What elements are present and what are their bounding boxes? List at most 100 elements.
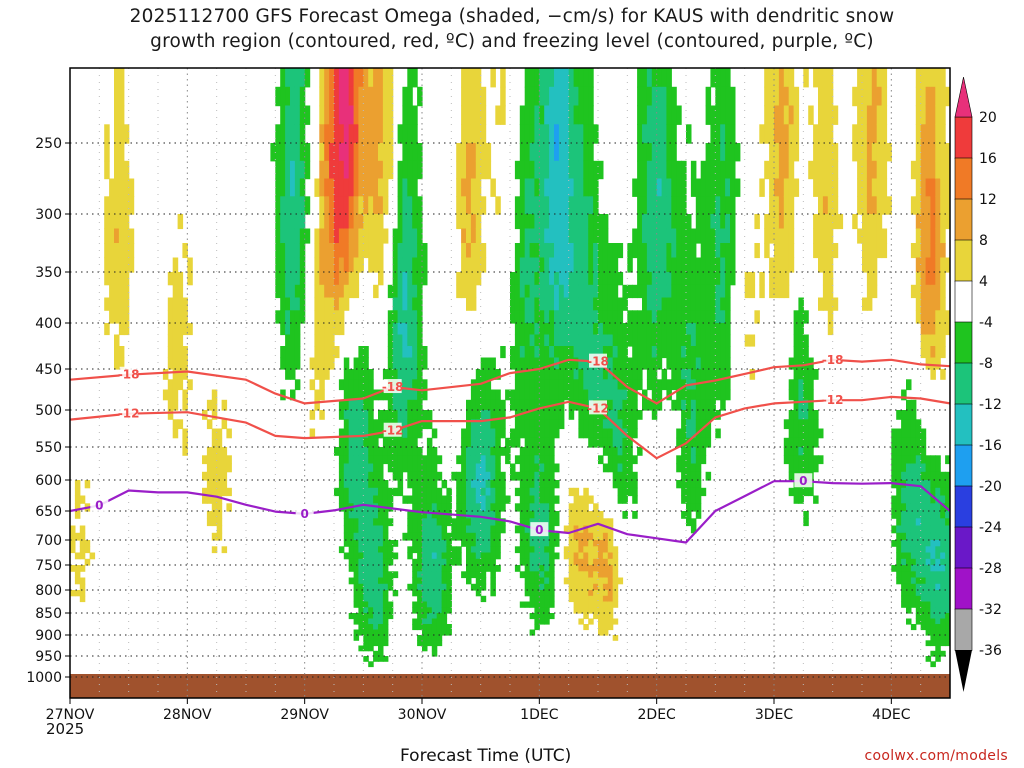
omega-cell [485,357,492,370]
omega-cell [490,357,496,370]
omega-cell [940,635,946,641]
omega-cell [353,583,360,591]
omega-cell [798,389,804,401]
omega-cell [324,228,330,244]
omega-cell [617,334,624,347]
omega-cell [607,243,614,259]
omega-cell [495,518,501,527]
omega-cell [720,243,726,259]
omega-cell [368,369,374,380]
omega-cell [568,357,575,370]
omega-cell [412,389,418,401]
omega-cell [490,399,496,411]
omega-cell [392,571,399,579]
omega-cell [788,437,795,448]
omega-cell [299,272,306,286]
omega-cell [681,511,687,519]
omega-cell [910,577,917,585]
omega-cell [402,323,408,336]
omega-cell [417,455,423,465]
omega-cell [470,503,477,512]
omega-cell [407,471,413,481]
omega-cell [915,447,922,456]
omega-cell [573,346,580,359]
omega-cell [588,558,594,566]
omega-cell [617,455,624,465]
omega-cell [598,310,604,324]
omega-cell [426,495,433,504]
omega-cell [686,272,692,286]
omega-cell [304,196,311,215]
omega-cell [808,463,814,473]
omega-cell [466,428,472,439]
omega-cell [466,257,472,273]
omega-cell [270,143,276,162]
omega-cell [862,297,868,311]
omega-cell [338,399,345,411]
omega-cell [402,105,408,125]
omega-cell [412,447,418,456]
omega-cell [505,437,511,448]
omega-cell [602,228,609,244]
omega-cell [524,124,531,144]
omega-cell [656,334,663,347]
omega-cell [593,214,599,230]
omega-cell [461,257,467,273]
omega-cell [216,495,223,504]
omega-cell [915,86,922,107]
omega-cell [368,447,374,456]
omega-cell [485,410,492,420]
omega-cell [915,196,922,215]
credit-link[interactable]: coolwx.com/models [864,748,1008,764]
omega-cell [373,552,379,560]
omega-cell [534,571,540,579]
omega-cell [338,257,345,273]
omega-cell [651,379,658,391]
omega-cell [510,463,516,473]
omega-cell [563,357,570,370]
omega-cell [866,257,873,273]
omega-cell [940,532,946,541]
omega-cell [808,447,814,456]
omega-cell [500,487,506,497]
omega-cell [475,487,482,497]
omega-cell [930,511,936,519]
omega-cell [549,447,555,456]
omega-cell [485,428,492,439]
omega-cell [783,124,790,144]
contour-label-bg [119,366,138,381]
omega-cell [793,105,800,125]
omega-cell [338,410,345,420]
omega-cell [368,228,374,244]
omega-cell [514,419,521,430]
omega-cell [358,511,364,519]
omega-cell [426,511,433,519]
omega-cell [392,297,399,311]
omega-cell [583,525,589,534]
omega-cell [534,357,540,370]
omega-cell [945,640,950,647]
omega-cell [397,228,404,244]
omega-cell [387,571,394,579]
omega-cell [319,105,325,125]
omega-cell [480,419,487,430]
omega-cell [568,590,575,597]
omega-cell [461,105,467,125]
omega-cell [695,419,702,430]
omega-cell [519,410,526,420]
omega-cell [720,86,726,107]
omega-cell [382,511,389,519]
omega-cell [529,124,536,144]
omega-cell [417,243,423,259]
omega-cell [285,357,291,370]
omega-cell [524,577,531,585]
omega-cell [280,178,286,197]
omega-cell [568,143,575,162]
omega-cell [710,369,716,380]
omega-cell [622,284,628,299]
omega-cell [387,552,394,560]
omega-cell [470,389,477,401]
omega-cell [417,480,423,489]
omega-cell [495,437,501,448]
omega-cell [114,228,120,244]
